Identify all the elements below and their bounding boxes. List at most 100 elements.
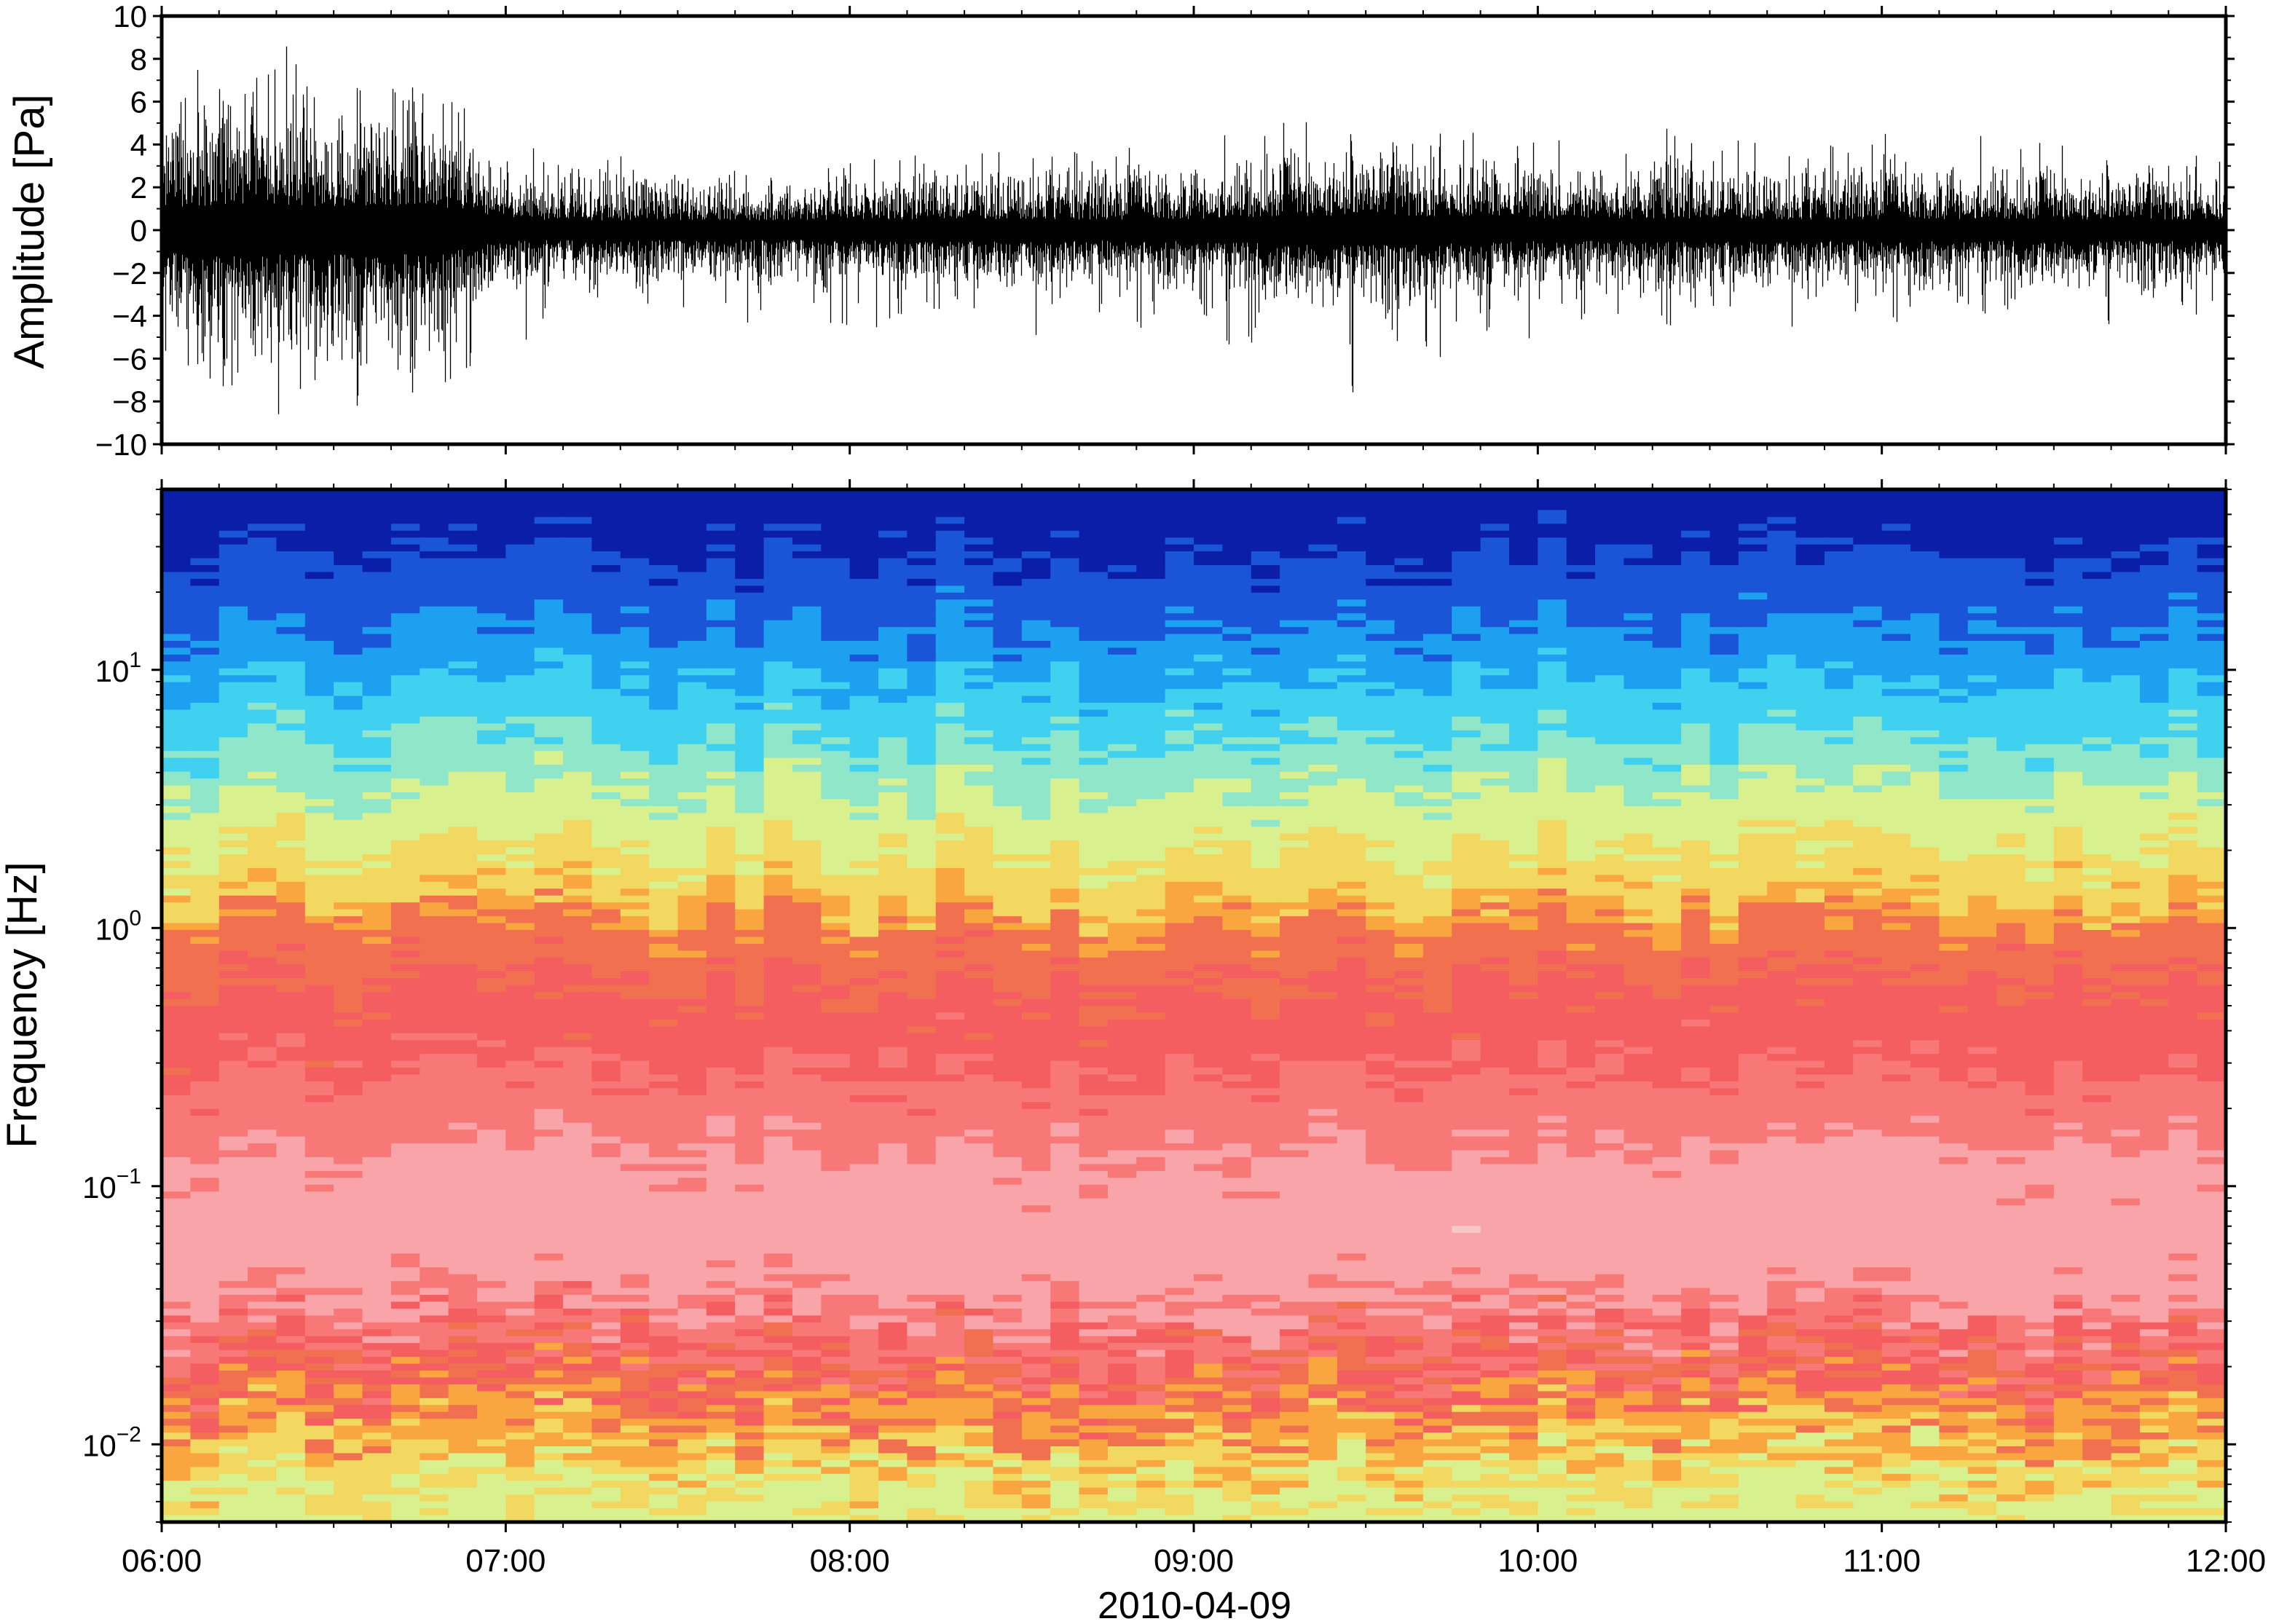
spectrogram-cell bbox=[448, 757, 478, 765]
spectrogram-cell bbox=[649, 578, 679, 587]
spectrogram-cell bbox=[162, 943, 192, 952]
spectrogram-cell bbox=[1480, 875, 1510, 883]
waveform-x-ticks bbox=[160, 6, 2227, 454]
spectrogram-cell bbox=[420, 489, 449, 497]
spectrogram-cell bbox=[1652, 751, 1682, 759]
spectrogram-cell bbox=[1107, 937, 1138, 945]
spectrogram-cell bbox=[849, 916, 879, 924]
spectrogram-cell bbox=[1194, 496, 1224, 504]
spectrogram-cell bbox=[964, 819, 994, 828]
spectrogram-cell bbox=[706, 647, 736, 655]
spectrogram-cell bbox=[1251, 606, 1280, 614]
spectrogram-cell bbox=[1767, 689, 1797, 697]
spectrogram-cell bbox=[1194, 668, 1224, 677]
spectrogram-cell bbox=[1939, 744, 1969, 752]
spectrogram-cell bbox=[1280, 502, 1310, 511]
spectrogram-cell bbox=[420, 785, 449, 793]
spectrogram-cell bbox=[1652, 847, 1682, 855]
spectrogram-cell bbox=[1480, 730, 1510, 738]
spectrogram-cell bbox=[1508, 502, 1539, 511]
spectrogram-cell bbox=[1623, 881, 1653, 890]
spectrogram-cell bbox=[2025, 867, 2055, 876]
spectrogram-cell bbox=[993, 551, 1023, 559]
spectrogram-cell bbox=[649, 867, 679, 876]
spectrogram-cell bbox=[476, 530, 507, 538]
spectrogram-cell bbox=[1566, 703, 1596, 711]
spectrogram-cell bbox=[935, 592, 965, 601]
spectrogram-cell bbox=[2111, 682, 2141, 690]
spectrogram-cell bbox=[1107, 785, 1138, 793]
spectrogram-cell bbox=[792, 675, 822, 683]
spectrogram-cell bbox=[821, 613, 851, 621]
spectrogram-cell bbox=[190, 895, 220, 903]
spectrogram-cell bbox=[1996, 737, 2026, 745]
spectrogram-cell bbox=[1853, 771, 1883, 779]
spectrogram-cell bbox=[821, 861, 851, 869]
spectrogram-cell bbox=[1452, 867, 1481, 876]
spectrogram-cell bbox=[1967, 634, 1997, 642]
spectrogram-cell bbox=[190, 530, 220, 538]
spectrogram-cell bbox=[1422, 751, 1453, 759]
spectrogram-cell bbox=[1939, 675, 1969, 683]
spectrogram-cell bbox=[907, 709, 937, 717]
spectrogram-cell bbox=[1824, 613, 1854, 621]
spectrogram-cell bbox=[821, 771, 851, 779]
spectrogram-cell bbox=[162, 751, 192, 759]
spectrogram-cell bbox=[1222, 613, 1252, 621]
spectrogram-cell bbox=[2082, 757, 2112, 765]
spectrogram-cell bbox=[1222, 489, 1252, 497]
spectrogram-cell bbox=[964, 916, 994, 924]
spectrogram-cell bbox=[2139, 744, 2170, 752]
spectrogram-cell bbox=[1595, 909, 1625, 917]
spectrogram-cell bbox=[2082, 937, 2112, 945]
spectrogram-cell bbox=[1194, 682, 1224, 690]
spectrogram-cell bbox=[1136, 586, 1166, 594]
spectrogram-cell bbox=[1394, 524, 1424, 532]
spectrogram-cell bbox=[1194, 909, 1224, 917]
spectrogram-cell bbox=[964, 813, 994, 821]
spectrogram-cell bbox=[476, 716, 507, 725]
spectrogram-cell bbox=[1538, 647, 1567, 655]
spectrogram-cell bbox=[1165, 888, 1194, 896]
spectrogram-cell bbox=[1910, 620, 1940, 628]
spectrogram-cell bbox=[993, 813, 1023, 821]
spectrogram-cell bbox=[1595, 888, 1625, 896]
spectrogram-cell bbox=[735, 640, 765, 649]
spectrogram-cell bbox=[2025, 881, 2055, 890]
spectrogram-cell bbox=[1366, 840, 1396, 848]
spectrogram-cell bbox=[677, 771, 707, 779]
spectrogram-cell bbox=[1508, 572, 1539, 580]
spectrogram-cell bbox=[2111, 930, 2141, 938]
spectrogram-cell bbox=[2197, 489, 2227, 497]
spectrogram-cell bbox=[563, 923, 593, 931]
spectrogram-cell bbox=[964, 620, 994, 628]
spectrogram-cell bbox=[420, 647, 449, 655]
spectrogram-cell bbox=[1709, 620, 1739, 628]
spectrogram-cell bbox=[2082, 489, 2112, 497]
waveform-y-tick-label: 2 bbox=[130, 170, 147, 205]
spectrogram-cell bbox=[1681, 599, 1711, 607]
spectrogram-cell bbox=[2053, 819, 2083, 828]
spectrogram-cell bbox=[821, 661, 851, 669]
spectrogram-cell bbox=[1021, 572, 1051, 580]
spectrogram-cell bbox=[1881, 867, 1911, 876]
spectrogram-cell bbox=[1136, 930, 1166, 938]
spectrogram-cell bbox=[1136, 923, 1166, 931]
spectrogram-cell bbox=[2139, 709, 2170, 717]
spectrogram-cell bbox=[677, 530, 707, 538]
spectrogram-cell bbox=[1452, 606, 1481, 614]
spectrogram-cell bbox=[649, 524, 679, 532]
spectrogram-cell bbox=[2139, 757, 2170, 765]
spectrogram-cell bbox=[2025, 551, 2055, 559]
spectrogram-cell bbox=[1280, 703, 1310, 711]
spectrogram-cell bbox=[1308, 937, 1338, 945]
spectrogram-cell bbox=[763, 578, 793, 587]
spectrogram-cell bbox=[2139, 537, 2170, 545]
spectrogram-cell bbox=[706, 847, 736, 855]
spectrogram-cell bbox=[2139, 785, 2170, 793]
spectrogram-cell bbox=[821, 647, 851, 655]
spectrogram-cell bbox=[362, 895, 392, 903]
spectrogram-cell bbox=[190, 881, 220, 890]
spectrogram-cell bbox=[334, 937, 363, 945]
spectrogram-cell bbox=[1452, 592, 1481, 601]
